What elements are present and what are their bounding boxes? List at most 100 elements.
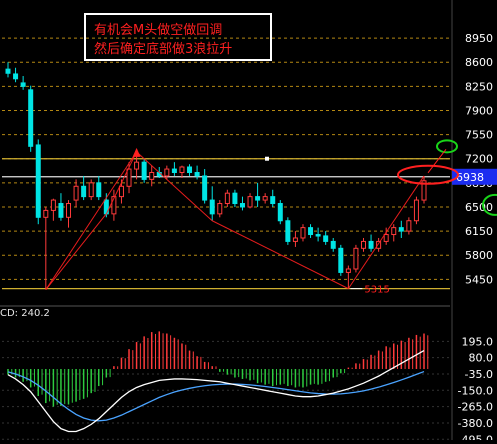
candle [270, 189, 276, 207]
candle [73, 179, 79, 207]
macd-indicator-label: CD: 240.2 [0, 308, 50, 319]
candle-body [66, 203, 72, 218]
low-marker-label: 5315 [364, 285, 389, 296]
candle-body [255, 196, 261, 201]
candle-body [391, 227, 397, 236]
candle-body [315, 234, 321, 237]
candle [368, 234, 374, 252]
target-circle-green [436, 139, 458, 154]
candle-body [179, 166, 185, 174]
candle-body [96, 182, 102, 198]
macd-tick-label: 80.0 [469, 352, 494, 365]
candle-body [345, 268, 351, 273]
candle-body [285, 220, 291, 242]
current-price-badge [452, 168, 497, 185]
candle [285, 217, 291, 245]
candle [315, 227, 321, 242]
candle [224, 189, 230, 207]
candle-body [187, 166, 193, 174]
candle-body [232, 192, 238, 205]
trend-line [136, 151, 213, 222]
candle-body [81, 185, 87, 198]
candle [255, 182, 261, 207]
candle-body [88, 182, 94, 198]
candle [35, 139, 41, 225]
candle-body [406, 220, 412, 232]
candle [398, 220, 404, 238]
candle-body [20, 82, 26, 87]
candle-body [292, 237, 298, 242]
candle-body [171, 168, 177, 174]
candle-body [13, 73, 19, 80]
candle-body [270, 196, 276, 205]
trend-arrow-icon [132, 147, 141, 157]
candle [66, 200, 72, 228]
candle-body [43, 209, 49, 218]
trend-line [45, 213, 107, 290]
trend-line [211, 220, 349, 290]
candle-body [368, 240, 374, 249]
macd-tick-label: 195.0 [462, 335, 494, 348]
candle-body [308, 227, 314, 236]
candle-body [141, 161, 147, 180]
candle-body [262, 196, 268, 201]
candle-body [149, 172, 155, 180]
level-marker [265, 156, 269, 161]
price-tick-label: 8950 [465, 32, 493, 45]
candle-body [194, 172, 200, 177]
candle-body [413, 199, 419, 222]
candle [300, 224, 306, 242]
price-tick-label: 7550 [465, 129, 493, 142]
annotation-line-1: 有机会M头做空做回调 [94, 23, 223, 38]
candle [96, 175, 102, 201]
trend-line [45, 151, 137, 290]
candle [345, 265, 351, 289]
candle-body [111, 196, 117, 215]
candle [187, 164, 193, 176]
highlight-ellipse [397, 164, 459, 185]
price-tick-label: 5450 [465, 273, 493, 286]
candle [421, 175, 427, 204]
candle [247, 193, 253, 209]
candle [406, 217, 412, 235]
price-tick-label: 7900 [465, 104, 493, 117]
target-circle-green [482, 193, 497, 216]
macd-tick-label: -265.0 [458, 401, 493, 414]
target-arrow-line [427, 149, 447, 174]
annotation-box: 有机会M头做空做回调 然后确定底部做3浪拉升 [84, 13, 272, 61]
candle-body [50, 199, 56, 211]
candle [383, 227, 389, 245]
candle-body [239, 203, 245, 208]
candle [50, 198, 56, 221]
candle [5, 62, 11, 78]
macd-tick-label: -35.0 [465, 368, 493, 381]
candle [179, 165, 185, 179]
candle [376, 237, 382, 252]
candle-body [118, 185, 124, 198]
candle-body [330, 240, 336, 249]
price-tick-label: 5800 [465, 249, 493, 262]
candle [149, 165, 155, 187]
candle-body [323, 235, 329, 242]
candle-body [28, 89, 34, 147]
candle [217, 200, 223, 218]
annotation-line-2: 然后确定底部做3浪拉升 [94, 42, 233, 57]
candle [413, 196, 419, 225]
candle [164, 165, 170, 180]
candle-body [300, 227, 306, 239]
candle-body [224, 192, 230, 205]
candle [277, 200, 283, 225]
candle-body [5, 68, 11, 74]
candle [323, 231, 329, 245]
candle [360, 237, 366, 252]
candle-body [209, 199, 215, 215]
candle [194, 165, 200, 180]
candle [141, 158, 147, 183]
macd-tick-label: -495.0 [458, 433, 493, 440]
candle-body [73, 185, 79, 201]
candle [209, 186, 215, 221]
candle-body [164, 168, 170, 177]
candle [308, 224, 314, 238]
